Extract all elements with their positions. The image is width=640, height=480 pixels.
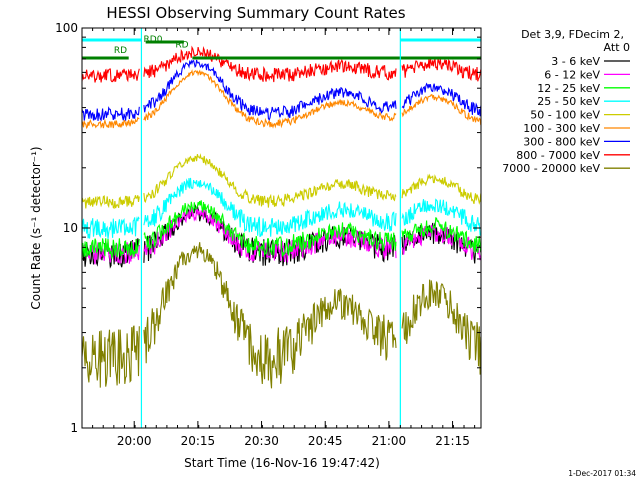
- series-line-5: [82, 153, 481, 210]
- y-tick-label-2: 10: [63, 221, 78, 235]
- annotation-1: RD: [114, 46, 127, 56]
- legend-label-5: 50 - 100 keV: [530, 109, 600, 122]
- legend-label-7: 300 - 800 keV: [523, 135, 600, 148]
- x-tick-label-1: 20:00: [117, 434, 152, 448]
- timestamp-label: 1-Dec-2017 01:34: [568, 469, 636, 478]
- legend-label-6: 100 - 300 keV: [523, 122, 600, 135]
- axes: 20:00 20:15 20:30 20:45 21:00 21:15 1 10 100: [55, 21, 482, 448]
- x-tick-label-2: 20:15: [181, 434, 216, 448]
- series-line-4: [82, 177, 481, 239]
- x-tick-label-3: 20:30: [244, 434, 279, 448]
- x-tick-label-4: 20:45: [308, 434, 343, 448]
- series-line-8: [82, 45, 481, 83]
- legend-label-4: 25 - 50 keV: [537, 95, 600, 108]
- y-tick-label-3: 100: [55, 21, 78, 35]
- series-line-7: [82, 59, 481, 122]
- legend-label-1: 3 - 6 keV: [551, 55, 600, 68]
- chart-title: HESSI Observing Summary Count Rates: [106, 4, 405, 22]
- annotation-2: RD0: [144, 35, 163, 45]
- legend-label-9: 7000 - 20000 keV: [502, 162, 600, 175]
- series-line-3: [82, 200, 481, 259]
- legend-label-2: 6 - 12 keV: [544, 68, 600, 81]
- x-tick-label-5: 21:00: [372, 434, 407, 448]
- overlay-lines: RD RD0 RD: [82, 28, 481, 428]
- legend-header-line-1: Det 3,9, FDecim 2,: [521, 28, 624, 41]
- y-tick-label-1: 1: [70, 421, 78, 435]
- series-line-6: [82, 69, 481, 130]
- series-line-9: [82, 242, 481, 389]
- x-axis-label: Start Time (16-Nov-16 19:47:42): [184, 456, 380, 470]
- legend-label-3: 12 - 25 keV: [537, 82, 600, 95]
- legend-label-8: 800 - 7000 keV: [516, 149, 600, 162]
- y-axis-label: Count Rate (s⁻¹ detector⁻¹): [29, 146, 43, 309]
- x-tick-label-6: 21:15: [435, 434, 470, 448]
- series-curves: [82, 45, 481, 389]
- annotation-3: RD: [175, 40, 188, 50]
- legend-header-line-2: Att 0: [604, 41, 630, 54]
